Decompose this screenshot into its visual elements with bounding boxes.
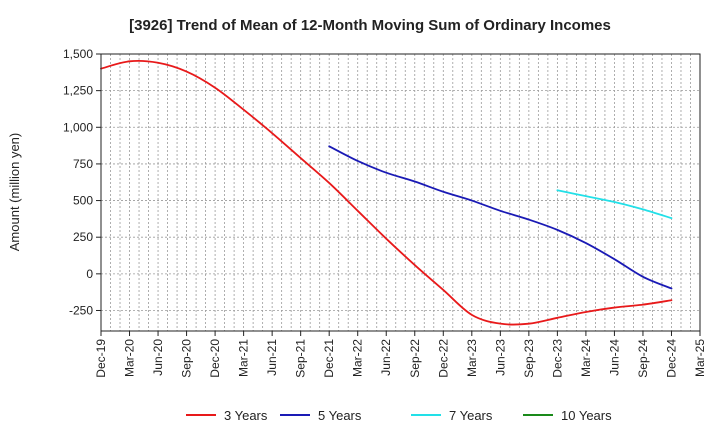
x-axis: Dec-19 Mar-20 Jun-20 Sep-20 Dec-20 Mar-21 Jun-… xyxy=(94,331,707,378)
y-tick-label: 250 xyxy=(73,230,93,244)
x-tick-label: Dec-24 xyxy=(664,339,678,378)
plot-frame xyxy=(100,53,701,332)
x-tick-label: Dec-21 xyxy=(322,339,336,378)
legend-label-5-years: 5 Years xyxy=(318,408,362,423)
x-tick-label: Jun-22 xyxy=(379,339,393,376)
x-tick-label: Sep-24 xyxy=(636,339,650,378)
x-tick-label: Jun-21 xyxy=(265,339,279,376)
legend-label-3-years: 3 Years xyxy=(224,408,268,423)
x-tick-label: Dec-23 xyxy=(550,339,564,378)
series-line-7-years xyxy=(556,189,673,220)
y-tick-label: 750 xyxy=(73,157,93,171)
y-tick-label: 0 xyxy=(86,267,93,281)
chart-title: [3926] Trend of Mean of 12-Month Moving … xyxy=(129,17,611,34)
y-tick-label: 1,500 xyxy=(63,47,93,61)
x-tick-label: Mar-20 xyxy=(123,339,137,377)
x-tick-label: Jun-20 xyxy=(151,339,165,376)
x-tick-label: Sep-23 xyxy=(522,339,536,378)
x-tick-label: Dec-19 xyxy=(94,339,108,378)
series-line-3-years xyxy=(100,60,673,326)
y-tick-label: 500 xyxy=(73,194,93,208)
y-tick-label: 1,250 xyxy=(63,84,93,98)
x-tick-label: Mar-21 xyxy=(237,339,251,377)
x-tick-label: Jun-23 xyxy=(493,339,507,376)
x-tick-label: Sep-21 xyxy=(294,339,308,378)
grid xyxy=(100,53,701,331)
x-tick-label: Sep-20 xyxy=(180,339,194,378)
x-tick-label: Mar-24 xyxy=(579,339,593,377)
legend-label-10-years: 10 Years xyxy=(561,408,612,423)
x-tick-label: Dec-20 xyxy=(208,339,222,378)
legend-label-7-years: 7 Years xyxy=(449,408,493,423)
x-tick-label: Sep-22 xyxy=(408,339,422,378)
x-tick-label: Mar-25 xyxy=(693,339,707,377)
y-tick-label: -250 xyxy=(69,303,93,317)
y-tick-label: 1,000 xyxy=(63,120,93,134)
x-tick-label: Mar-23 xyxy=(465,339,479,377)
series-line-5-years xyxy=(328,145,673,290)
series-lines xyxy=(100,60,673,326)
legend: 3 Years 5 Years 7 Years 10 Years xyxy=(186,408,612,423)
y-axis-label: Amount (million yen) xyxy=(7,133,22,252)
x-tick-label: Mar-22 xyxy=(351,339,365,377)
x-tick-label: Dec-22 xyxy=(436,339,450,378)
y-axis: 1,500 1,250 1,000 750 500 250 0 -250 xyxy=(63,47,101,317)
x-tick-label: Jun-24 xyxy=(607,339,621,376)
